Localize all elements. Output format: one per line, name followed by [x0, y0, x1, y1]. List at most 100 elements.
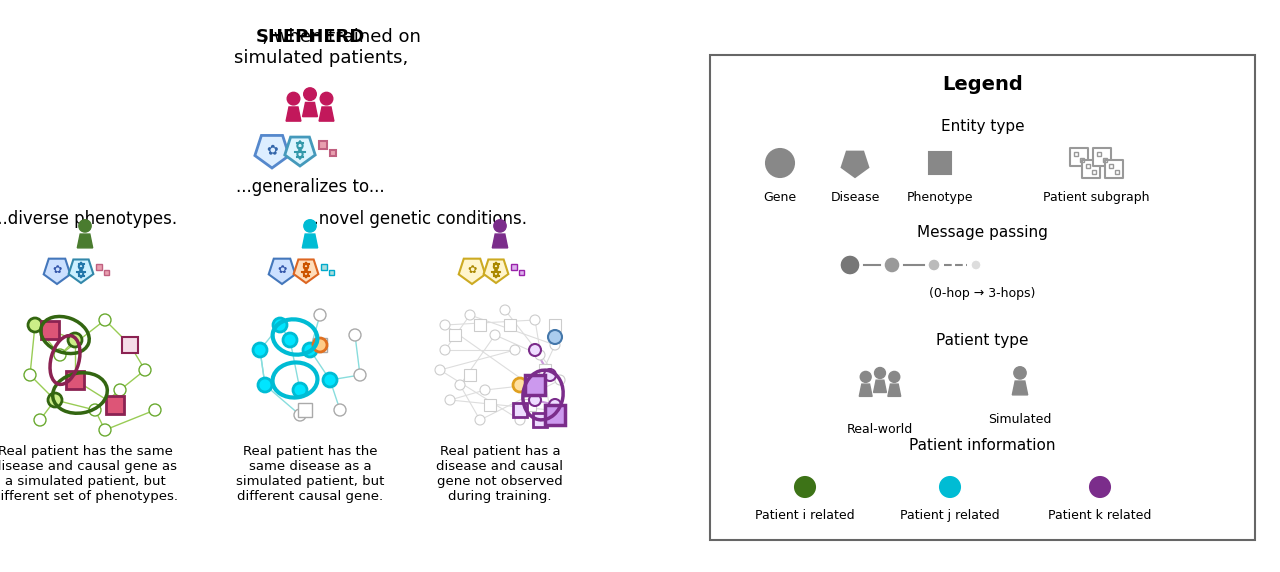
Bar	[1105, 160, 1123, 178]
Text: ...diverse phenotypes.: ...diverse phenotypes.	[0, 210, 178, 228]
Text: ...novel genetic conditions.: ...novel genetic conditions.	[303, 210, 527, 228]
Circle shape	[454, 380, 465, 390]
Polygon shape	[493, 234, 508, 248]
Circle shape	[1091, 477, 1110, 497]
Circle shape	[525, 380, 535, 390]
Circle shape	[303, 220, 316, 232]
Circle shape	[305, 344, 316, 356]
Circle shape	[324, 374, 335, 386]
Bar	[524, 399, 536, 411]
Circle shape	[888, 371, 900, 382]
Circle shape	[314, 309, 326, 321]
Circle shape	[259, 379, 271, 391]
Bar	[298, 403, 312, 417]
Circle shape	[283, 333, 297, 347]
Text: Patient subgraph: Patient subgraph	[1043, 191, 1149, 204]
Text: Patient information: Patient information	[909, 438, 1056, 452]
Circle shape	[550, 340, 561, 350]
Polygon shape	[77, 234, 92, 248]
Bar	[42, 322, 58, 338]
Text: ✿: ✿	[278, 265, 287, 275]
Bar	[329, 269, 334, 275]
Circle shape	[69, 334, 81, 346]
Circle shape	[54, 349, 67, 361]
Text: Phenotype: Phenotype	[906, 191, 973, 204]
Polygon shape	[284, 137, 315, 166]
Polygon shape	[484, 260, 508, 283]
Circle shape	[494, 220, 506, 232]
Text: Patient k related: Patient k related	[1048, 509, 1152, 522]
Bar	[929, 152, 951, 174]
Bar	[330, 150, 335, 156]
Text: Real-world: Real-world	[847, 423, 913, 436]
Circle shape	[972, 260, 980, 270]
Text: , when trained on
    simulated patients,: , when trained on simulated patients,	[200, 28, 421, 67]
Text: Patient i related: Patient i related	[755, 509, 855, 522]
Polygon shape	[269, 259, 296, 284]
Circle shape	[513, 378, 527, 392]
Polygon shape	[888, 384, 901, 396]
Text: (0-hop → 3-hops): (0-hop → 3-hops)	[929, 287, 1036, 300]
Bar	[539, 364, 550, 376]
Circle shape	[99, 424, 111, 436]
Circle shape	[548, 330, 562, 344]
Circle shape	[140, 364, 151, 376]
Circle shape	[544, 369, 556, 381]
Text: ✿: ✿	[52, 265, 61, 275]
Text: Message passing: Message passing	[916, 225, 1048, 240]
Circle shape	[765, 149, 794, 177]
Circle shape	[535, 350, 545, 360]
Bar	[314, 338, 326, 352]
Bar	[465, 369, 476, 381]
Bar	[319, 141, 326, 149]
Bar	[518, 269, 524, 275]
Polygon shape	[285, 107, 301, 121]
Bar	[1093, 148, 1111, 166]
Circle shape	[860, 371, 872, 382]
Circle shape	[303, 343, 317, 357]
Text: Legend: Legend	[942, 76, 1023, 94]
Polygon shape	[859, 384, 872, 396]
Text: Simulated: Simulated	[988, 413, 1052, 426]
Circle shape	[334, 404, 346, 416]
Circle shape	[28, 318, 42, 332]
Bar	[511, 264, 517, 270]
Polygon shape	[458, 259, 485, 284]
Circle shape	[355, 369, 366, 381]
Circle shape	[940, 477, 960, 497]
Circle shape	[294, 409, 306, 421]
Bar	[104, 269, 109, 275]
Bar	[1108, 164, 1114, 168]
Circle shape	[114, 384, 125, 396]
Bar	[1097, 152, 1101, 156]
Circle shape	[795, 477, 815, 497]
Circle shape	[35, 414, 46, 426]
Circle shape	[29, 319, 41, 331]
Bar	[474, 319, 486, 331]
Circle shape	[259, 378, 273, 392]
Text: ...generalizes to...: ...generalizes to...	[236, 178, 384, 196]
Circle shape	[253, 344, 266, 356]
Circle shape	[323, 373, 337, 387]
Bar	[1074, 152, 1078, 156]
Polygon shape	[255, 136, 289, 168]
Circle shape	[24, 369, 36, 381]
Text: Real patient has the same
disease and causal gene as
a simulated patient, but
di: Real patient has the same disease and ca…	[0, 445, 178, 503]
Polygon shape	[873, 380, 887, 392]
Bar	[108, 397, 123, 413]
Text: Real patient has a
disease and causal
gene not observed
during training.: Real patient has a disease and causal ge…	[436, 445, 563, 503]
Circle shape	[293, 383, 307, 397]
Circle shape	[530, 315, 540, 325]
Circle shape	[490, 330, 500, 340]
Circle shape	[529, 394, 541, 406]
Circle shape	[556, 375, 564, 385]
Circle shape	[529, 344, 541, 356]
Bar	[549, 319, 561, 331]
Polygon shape	[44, 259, 70, 284]
Circle shape	[840, 255, 860, 275]
Bar	[449, 329, 461, 341]
Circle shape	[287, 92, 300, 105]
Circle shape	[440, 320, 451, 330]
Bar	[67, 371, 84, 389]
Polygon shape	[302, 234, 317, 248]
